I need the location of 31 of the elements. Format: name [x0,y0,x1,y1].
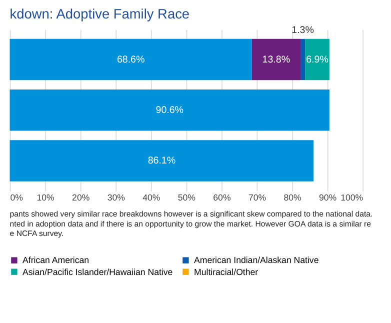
bar [10,38,252,80]
text: e NCFA survey. [10,229,64,238]
x-tick-label: 70% [248,192,266,202]
x-tick-label: 80% [284,192,302,202]
bar [252,38,300,80]
legend-label: Multiracial/Other [194,266,258,277]
x-tick-label: 90% [318,192,337,202]
data-label: 90.6% [156,105,184,116]
x-tick-label: 100% [340,192,364,202]
x-tick-label: 30% [107,192,126,202]
bar [300,38,306,80]
x-tick-label: 10% [36,192,55,202]
chart-title: kdown: Adoptive Family Race [10,6,190,22]
x-tick-label: 40% [142,192,160,202]
data-label: 1.3% [292,25,314,36]
x-tick-label: 60% [213,192,231,202]
x-tick-label: 0% [10,192,24,202]
bar [10,140,314,182]
legend-label: Asian/Pacific Islander/Hawaiian Native [22,266,173,277]
legend-label: African American [22,255,90,266]
text: nted in adoption data and if there is an opportunity to grow the market. However GOA data is a similar re [10,219,371,228]
data-label: 86.1% [148,156,176,167]
x-tick-label: 20% [72,192,90,202]
legend-label: American Indian/Alaskan Native [194,255,319,266]
data-label: 68.6% [116,54,145,66]
bar [10,90,330,131]
data-label: 6.9% [306,54,329,66]
text: pants showed very similar race breakdowns however is a significant skew compared to the national data. [10,209,373,218]
data-label: 13.8% [262,54,290,66]
x-tick-label: 50% [178,192,196,202]
bar [305,38,330,80]
